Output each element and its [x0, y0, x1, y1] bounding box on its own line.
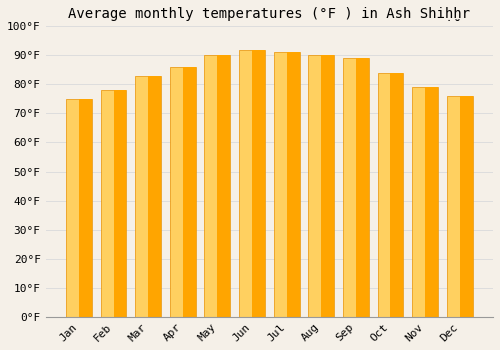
Bar	[286, 52, 300, 317]
Bar	[114, 90, 126, 317]
Bar	[135, 76, 161, 317]
Bar	[460, 96, 472, 317]
Bar	[308, 55, 334, 317]
Bar	[100, 90, 126, 317]
Bar	[446, 96, 472, 317]
Bar	[274, 52, 299, 317]
Bar	[412, 87, 438, 317]
Bar	[356, 58, 369, 317]
Title: Average monthly temperatures (°F ) in Ash Shiḥḫr: Average monthly temperatures (°F ) in As…	[68, 7, 470, 21]
Bar	[148, 76, 161, 317]
Bar	[218, 55, 230, 317]
Bar	[204, 55, 231, 317]
Bar	[170, 67, 196, 317]
Bar	[390, 73, 404, 317]
Bar	[66, 99, 92, 317]
Bar	[343, 58, 369, 317]
Bar	[321, 55, 334, 317]
Bar	[79, 99, 92, 317]
Bar	[252, 49, 265, 317]
Bar	[182, 67, 196, 317]
Bar	[378, 73, 404, 317]
Bar	[425, 87, 438, 317]
Bar	[239, 49, 265, 317]
